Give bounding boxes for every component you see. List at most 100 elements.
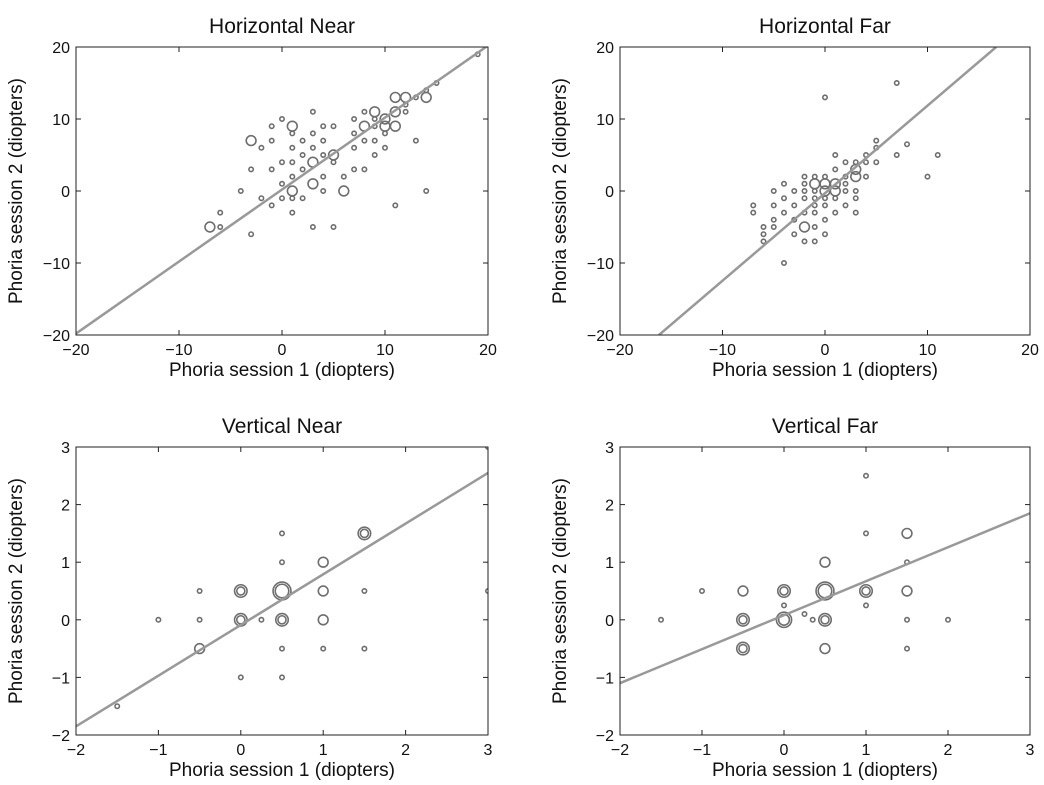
horizontal-far-x-tick-label: −10: [709, 342, 736, 359]
vertical-far-x-tick-label: 2: [944, 742, 953, 759]
horizontal-far-y-axis-label: Phoria session 2 (diopters): [550, 78, 571, 304]
vertical-near-x-tick-label: −1: [149, 742, 167, 759]
horizontal-near-data-point: [389, 106, 401, 118]
horizontal-far-data-point: [873, 159, 880, 166]
horizontal-far-data-point: [791, 202, 798, 209]
horizontal-near-data-point: [379, 120, 391, 132]
horizontal-far-data-point: [852, 188, 859, 195]
horizontal-far-data-point: [852, 195, 859, 202]
vertical-near-x-tick-label: 3: [484, 742, 493, 759]
horizontal-far-data-point: [770, 216, 777, 223]
horizontal-near-data-point: [245, 134, 257, 147]
horizontal-far-data-point: [850, 170, 862, 183]
horizontal-near-data-point: [289, 159, 296, 166]
horizontal-near-fit-line: [76, 47, 488, 335]
vertical-near-data-point: [320, 645, 327, 652]
vertical-far-data-point: [819, 642, 831, 655]
horizontal-far-data-point: [934, 152, 941, 159]
horizontal-far-y-tick-label: 20: [596, 40, 614, 57]
horizontal-near-data-point: [248, 166, 255, 173]
horizontal-far-data-point: [780, 180, 787, 187]
horizontal-near-data-point: [423, 188, 430, 195]
vertical-near-data-point: [317, 556, 329, 568]
horizontal-near-data-point: [217, 209, 224, 216]
horizontal-near-data-point: [361, 137, 368, 144]
horizontal-far-x-tick-label: 10: [919, 342, 937, 359]
horizontal-near-data-point: [299, 152, 306, 159]
horizontal-far-data-point: [770, 224, 777, 231]
horizontal-near-data-point: [217, 224, 224, 231]
panel-vertical-near: −2 −1 0 1 2 3 −2 −1 0 1 2 3 Vertical Near Phoria sess…: [6, 415, 493, 781]
horizontal-far-data-point: [780, 209, 787, 216]
horizontal-far-data-point: [893, 80, 900, 87]
horizontal-near-data-point: [381, 130, 388, 137]
vertical-near-data-point: [361, 587, 368, 594]
vertical-near-y-tick-label: 3: [61, 440, 70, 457]
horizontal-far-x-tick-label: 20: [1021, 342, 1039, 359]
horizontal-far-data-point: [821, 231, 828, 238]
vertical-far-y-tick-label: −2: [596, 728, 614, 745]
horizontal-far-x-tick-label: 0: [821, 342, 830, 359]
horizontal-far-data-point: [873, 137, 880, 144]
horizontal-near-data-point: [289, 173, 296, 180]
horizontal-far-data-point: [780, 259, 787, 266]
horizontal-near-y-tick-label: −10: [43, 256, 70, 273]
vertical-near-x-tick-label: 1: [319, 742, 328, 759]
vertical-far-data-point: [858, 583, 874, 599]
vertical-near-data-point: [317, 614, 329, 626]
vertical-near-x-tick-label: 2: [401, 742, 410, 759]
horizontal-far-y-tick-label: 0: [605, 184, 614, 201]
vertical-far-data-point: [698, 587, 705, 594]
vertical-near-points: [114, 447, 488, 710]
horizontal-far-data-point: [924, 173, 931, 180]
horizontal-near-data-point: [278, 180, 285, 187]
horizontal-near-data-point: [268, 123, 275, 130]
vertical-far-data-point-ring: [861, 586, 871, 596]
horizontal-far-data-point: [832, 195, 839, 202]
vertical-far-data-point: [819, 556, 831, 568]
horizontal-far-data-point: [832, 152, 839, 159]
horizontal-near-data-point: [320, 152, 327, 159]
horizontal-far-data-point: [821, 94, 828, 101]
horizontal-near-data-point: [309, 144, 316, 151]
horizontal-far-data-point: [832, 209, 839, 216]
horizontal-far-data-point: [780, 195, 787, 202]
horizontal-near-data-point: [307, 178, 319, 190]
vertical-near-data-point-ring: [277, 614, 287, 625]
horizontal-near-data-point: [309, 130, 316, 137]
vertical-far-x-tick-label: 3: [1026, 742, 1035, 759]
horizontal-far-data-point: [791, 188, 798, 195]
vertical-near-data-point: [274, 612, 290, 627]
vertical-far-data-point-ring: [820, 614, 830, 625]
horizontal-near-data-point: [309, 108, 316, 115]
vertical-far-y-tick-label: 2: [605, 498, 614, 515]
vertical-far-data-point: [901, 585, 913, 597]
vertical-near-y-axis-label: Phoria session 2 (diopters): [6, 478, 27, 704]
horizontal-near-data-point: [299, 195, 306, 202]
vertical-far-data-point-ring: [738, 614, 748, 625]
horizontal-far-data-point: [862, 173, 869, 180]
vertical-far-data-point: [903, 645, 910, 652]
horizontal-near-data-point: [248, 231, 255, 238]
horizontal-far-data-point: [893, 152, 900, 159]
vertical-far-data-point: [776, 583, 792, 599]
vertical-near-data-point-ring: [359, 528, 370, 539]
vertical-far-data-point: [657, 616, 664, 623]
vertical-far-x-tick-label: 0: [780, 742, 789, 759]
horizontal-near-data-point: [320, 173, 327, 180]
horizontal-near-data-point: [371, 152, 378, 159]
vertical-far-y-axis-label: Phoria session 2 (diopters): [550, 478, 571, 704]
vertical-far-y-tick-label: 3: [605, 440, 614, 457]
horizontal-far-data-point: [809, 178, 821, 190]
horizontal-near-data-point: [258, 144, 265, 151]
horizontal-far-data-point: [903, 141, 910, 148]
vertical-near-y-tick-label: 1: [61, 555, 70, 572]
horizontal-near-data-point: [371, 137, 378, 144]
horizontal-near-data-point: [389, 120, 401, 132]
horizontal-far-data-point: [801, 238, 808, 245]
horizontal-near-data-point: [309, 224, 316, 231]
vertical-far-data-point: [780, 602, 787, 609]
horizontal-near-data-point: [268, 202, 275, 209]
horizontal-near-y-axis-label: Phoria session 2 (diopters): [6, 78, 27, 304]
horizontal-near-data-point: [278, 159, 285, 166]
